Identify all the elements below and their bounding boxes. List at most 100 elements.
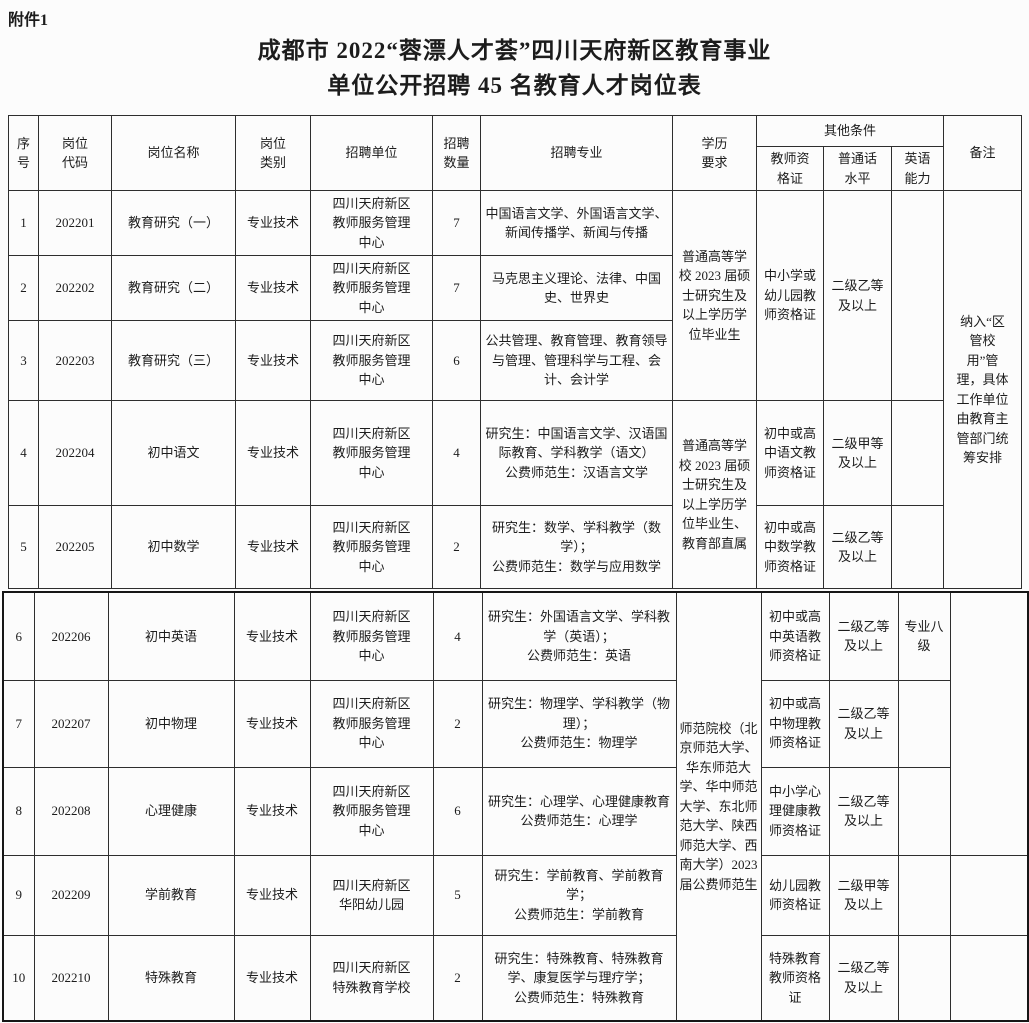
cell-seq: 8 xyxy=(2,766,35,856)
cell-code: 202203 xyxy=(38,320,112,401)
cell-english-empty xyxy=(897,766,951,856)
cell-name: 特殊教育 xyxy=(107,934,235,1022)
cell-mandarin: 二级乙等及以上 xyxy=(828,679,899,768)
cell-unit: 四川天府新区教师服务管理中心 xyxy=(310,190,433,256)
cell-unit: 四川天府新区华阳幼儿园 xyxy=(309,854,434,936)
header-other-conditions: 其他条件 xyxy=(756,115,944,147)
cell-unit-text: 四川天府新区教师服务管理中心 xyxy=(332,519,411,574)
header-name: 岗位名称 xyxy=(111,115,236,191)
cell-mandarin: 二级甲等及以上 xyxy=(828,854,899,936)
header-seq: 序号 xyxy=(8,115,39,191)
cell-unit-text: 四川天府新区特殊教育学校 xyxy=(332,960,411,995)
cell-count: 7 xyxy=(432,255,481,321)
header-unit: 招聘单位 xyxy=(310,115,433,191)
cell-name: 教育研究（三） xyxy=(111,320,236,401)
cell-teacher-cert: 幼儿园教师资格证 xyxy=(760,854,830,936)
positions-table-page-2: 6 202206 初中英语 专业技术 四川天府新区教师服务管理中心 4 研究生：… xyxy=(2,591,1029,1022)
cell-remark-text: 纳入“区管校用”管理，具体工作单位由教育主管部门统筹安排 xyxy=(956,313,1009,466)
header-major-label: 招聘专业 xyxy=(550,145,603,161)
cell-teacher-cert: 初中或高中语文教师资格证 xyxy=(756,400,824,506)
cell-english-empty xyxy=(891,190,944,401)
cell-category: 专业技术 xyxy=(233,591,311,681)
table-row: 5 202205 初中数学 专业技术 四川天府新区教师服务管理中心 2 研究生：… xyxy=(8,505,1022,589)
cell-name: 学前教育 xyxy=(107,854,235,936)
cell-education-merged: 师范院校（北京师范大学、华东师范大学、华中师范大学、东北师范大学、陕西师范大学、… xyxy=(675,591,762,1022)
cell-mandarin: 二级甲等及以上 xyxy=(823,400,892,506)
cell-category: 专业技术 xyxy=(235,255,311,321)
cell-remark-empty xyxy=(949,591,1029,856)
table-row: 9 202209 学前教育 专业技术 四川天府新区华阳幼儿园 5 研究生：学前教… xyxy=(2,854,1029,936)
cell-unit-text: 四川天府新区教师服务管理中心 xyxy=(332,783,411,838)
header-unit-label: 招聘单位 xyxy=(345,145,398,161)
cell-seq: 2 xyxy=(8,255,39,321)
cell-education-merged: 普通高等学校 2023 届硕士研究生及以上学历学位毕业生 xyxy=(672,190,757,401)
page-title: 成都市 2022“蓉漂人才荟”四川天府新区教育事业 单位公开招聘 45 名教育人… xyxy=(0,34,1029,103)
cell-teacher-cert: 中小学心理健康教师资格证 xyxy=(760,766,830,856)
header-category-label: 岗位类别 xyxy=(259,135,286,171)
cell-unit: 四川天府新区教师服务管理中心 xyxy=(309,591,434,681)
cell-count: 2 xyxy=(432,505,481,589)
cell-name: 教育研究（二） xyxy=(111,255,236,321)
cell-category: 专业技术 xyxy=(233,679,311,768)
cell-mandarin: 二级乙等及以上 xyxy=(828,766,899,856)
cell-count: 7 xyxy=(432,190,481,256)
cell-category: 专业技术 xyxy=(235,320,311,401)
cell-major: 研究生：外国语言文学、学科教学（英语）； 公费师范生：英语 xyxy=(481,591,677,681)
cell-english: 专业八级 xyxy=(897,591,951,681)
header-category: 岗位类别 xyxy=(235,115,311,191)
header-other-conditions-label: 其他条件 xyxy=(823,123,876,139)
cell-unit-text: 四川天府新区教师服务管理中心 xyxy=(332,195,411,250)
cell-major: 研究生：心理学、心理健康教育 公费师范生：心理学 xyxy=(481,766,677,856)
cell-code: 202207 xyxy=(33,679,109,768)
cell-mandarin: 二级乙等及以上 xyxy=(828,591,899,681)
cell-code: 202205 xyxy=(38,505,112,589)
cell-major: 研究生：物理学、学科教学（物理）； 公费师范生：物理学 xyxy=(481,679,677,768)
table-row: 1 202201 教育研究（一） 专业技术 四川天府新区教师服务管理中心 7 中… xyxy=(8,190,1022,589)
cell-unit: 四川天府新区特殊教育学校 xyxy=(309,934,434,1022)
cell-seq: 3 xyxy=(8,320,39,401)
cell-unit: 四川天府新区教师服务管理中心 xyxy=(310,505,433,589)
cell-major: 研究生：数学、学科教学（数学）； 公费师范生：数学与应用数学 xyxy=(480,505,673,589)
cell-seq: 7 xyxy=(2,679,35,768)
cell-english-empty xyxy=(897,679,951,768)
cell-major: 研究生：中国语言文学、汉语国际教育、学科教学（语文） 公费师范生：汉语言文学 xyxy=(480,400,673,506)
cell-english-empty xyxy=(891,400,944,506)
cell-code: 202209 xyxy=(33,854,109,936)
cell-unit: 四川天府新区教师服务管理中心 xyxy=(309,766,434,856)
cell-seq: 10 xyxy=(2,934,35,1022)
cell-unit: 四川天府新区教师服务管理中心 xyxy=(309,679,434,768)
cell-unit: 四川天府新区教师服务管理中心 xyxy=(310,400,433,506)
cell-unit-text: 四川天府新区教师服务管理中心 xyxy=(332,696,411,751)
cell-code: 202204 xyxy=(38,400,112,506)
cell-teacher-cert: 初中或高中数学教师资格证 xyxy=(756,505,824,589)
cell-category: 专业技术 xyxy=(235,400,311,506)
header-education-label: 学历要求 xyxy=(701,135,728,171)
cell-teacher-cert: 初中或高中物理教师资格证 xyxy=(760,679,830,768)
cell-count: 2 xyxy=(432,934,483,1022)
table-row: 10 202210 特殊教育 专业技术 四川天府新区特殊教育学校 2 研究生：特… xyxy=(2,934,1029,1022)
cell-name: 初中物理 xyxy=(107,679,235,768)
table-header-row-1: 序号 岗位代码 岗位名称 岗位类别 招聘单位 招聘数量 招聘专业 学历要求 其他… xyxy=(8,115,1022,191)
positions-table-page-1: 序号 岗位代码 岗位名称 岗位类别 招聘单位 招聘数量 招聘专业 学历要求 其他… xyxy=(8,115,1022,589)
cell-category: 专业技术 xyxy=(235,190,311,256)
cell-unit: 四川天府新区教师服务管理中心 xyxy=(310,255,433,321)
cell-teacher-cert-merged: 中小学或幼儿园教师资格证 xyxy=(756,190,824,401)
header-seq-label: 序号 xyxy=(16,135,30,171)
header-education: 学历要求 xyxy=(672,115,757,191)
cell-code: 202201 xyxy=(38,190,112,256)
header-english: 英语能力 xyxy=(891,146,944,191)
cell-name: 初中英语 xyxy=(107,591,235,681)
cell-seq: 4 xyxy=(8,400,39,506)
cell-mandarin: 二级乙等及以上 xyxy=(828,934,899,1022)
header-code-label: 岗位代码 xyxy=(61,135,88,171)
table-row: 6 202206 初中英语 专业技术 四川天府新区教师服务管理中心 4 研究生：… xyxy=(2,591,1029,1022)
table-row: 4 202204 初中语文 专业技术 四川天府新区教师服务管理中心 4 研究生：… xyxy=(8,400,1022,589)
cell-count: 5 xyxy=(432,854,483,936)
header-english-label: 英语能力 xyxy=(904,151,931,186)
cell-name: 初中数学 xyxy=(111,505,236,589)
table-row: 3 202203 教育研究（三） 专业技术 四川天府新区教师服务管理中心 6 公… xyxy=(8,320,1022,401)
header-mandarin-label: 普通话水平 xyxy=(837,151,877,186)
cell-remark-empty xyxy=(949,934,1029,1022)
cell-mandarin: 二级乙等及以上 xyxy=(823,505,892,589)
